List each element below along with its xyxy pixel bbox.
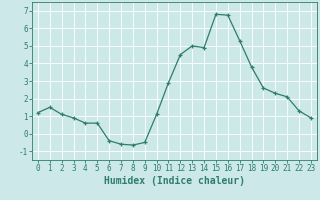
X-axis label: Humidex (Indice chaleur): Humidex (Indice chaleur) — [104, 176, 245, 186]
